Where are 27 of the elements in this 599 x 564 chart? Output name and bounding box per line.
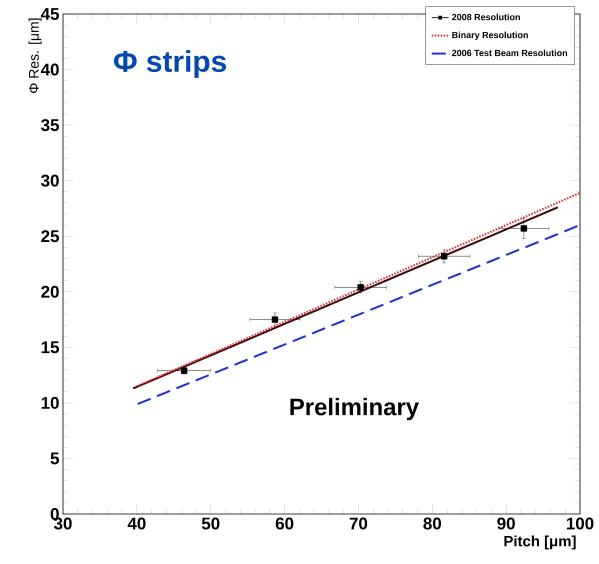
annotation: Φ strips bbox=[114, 50, 226, 78]
y-tick-label: 10 bbox=[42, 396, 59, 409]
y-tick-label: 45 bbox=[40, 8, 60, 20]
y-tick-label: 5 bbox=[50, 452, 60, 464]
legend-label: 2006 Test Beam Resolution bbox=[452, 50, 568, 56]
point bbox=[357, 284, 364, 291]
y-tick-label: 25 bbox=[41, 230, 60, 242]
x-tick-label: 90 bbox=[497, 518, 515, 530]
legend-label: 2008 Resolution bbox=[452, 14, 520, 20]
point bbox=[440, 253, 448, 260]
point bbox=[520, 225, 528, 232]
x-tick-label: 40 bbox=[128, 518, 146, 530]
y-tick-label: 40 bbox=[40, 64, 59, 76]
point bbox=[272, 316, 278, 323]
x-tick-label: 80 bbox=[423, 518, 441, 530]
legend-label: Binary Resolution bbox=[452, 32, 528, 40]
x-tick-label: 50 bbox=[202, 518, 220, 530]
y-tick-label: 35 bbox=[41, 119, 60, 132]
y-tick-label: 30 bbox=[41, 174, 59, 187]
y-tick-label: 20 bbox=[41, 286, 59, 298]
annotation: Preliminary bbox=[290, 398, 419, 420]
x-axis-title: Pitch [μm] bbox=[504, 535, 576, 550]
x-tick-label: 100 bbox=[566, 518, 594, 530]
x-tick-label: 70 bbox=[350, 518, 368, 530]
x-tick-label: 60 bbox=[276, 518, 294, 530]
y-axis-title: Φ Res. [μm] bbox=[28, 18, 42, 93]
y-tick-label: 15 bbox=[42, 341, 60, 354]
